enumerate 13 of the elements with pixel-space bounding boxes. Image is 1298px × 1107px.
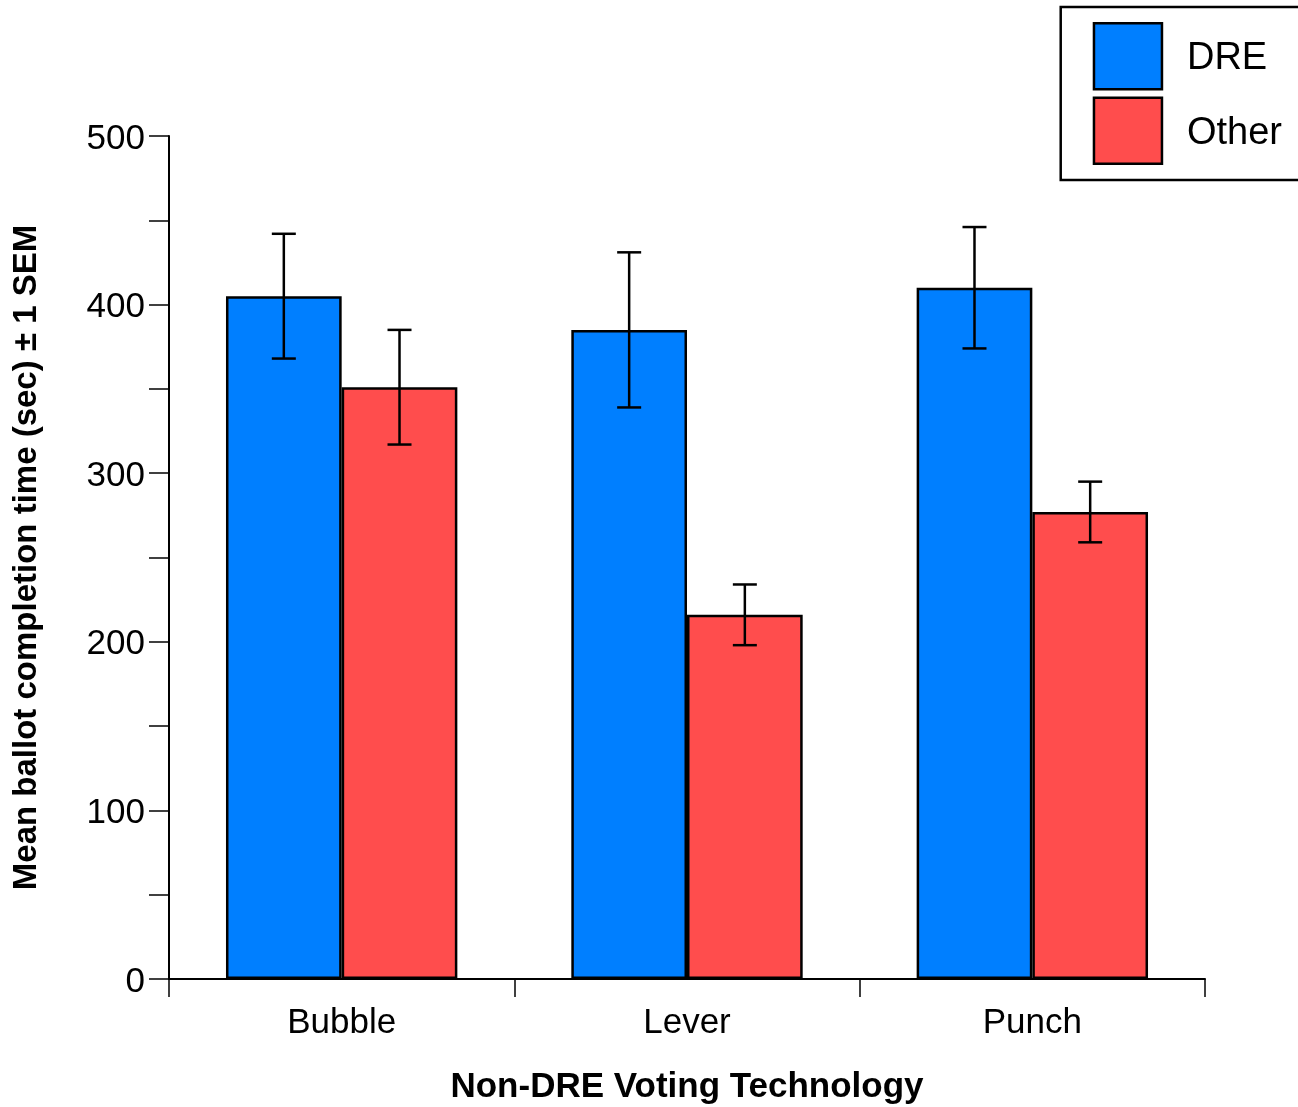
x-tick-label: Lever — [643, 1001, 732, 1040]
x-axis-title: Non-DRE Voting Technology — [450, 1065, 925, 1104]
y-tick-label: 400 — [86, 285, 145, 325]
legend-label: Other — [1186, 109, 1283, 152]
y-tick-label: 200 — [86, 622, 145, 662]
y-tick-label: 0 — [125, 959, 145, 999]
x-tick-label: Punch — [982, 1001, 1082, 1040]
y-tick-label: 500 — [86, 116, 145, 156]
legend-label: DRE — [1186, 35, 1268, 78]
y-axis-title: Mean ballot completion time (sec) ± 1 SEM — [6, 224, 43, 891]
y-tick-label: 100 — [86, 790, 145, 830]
x-tick-label: Bubble — [287, 1001, 397, 1040]
y-tick-label: 300 — [86, 453, 145, 493]
